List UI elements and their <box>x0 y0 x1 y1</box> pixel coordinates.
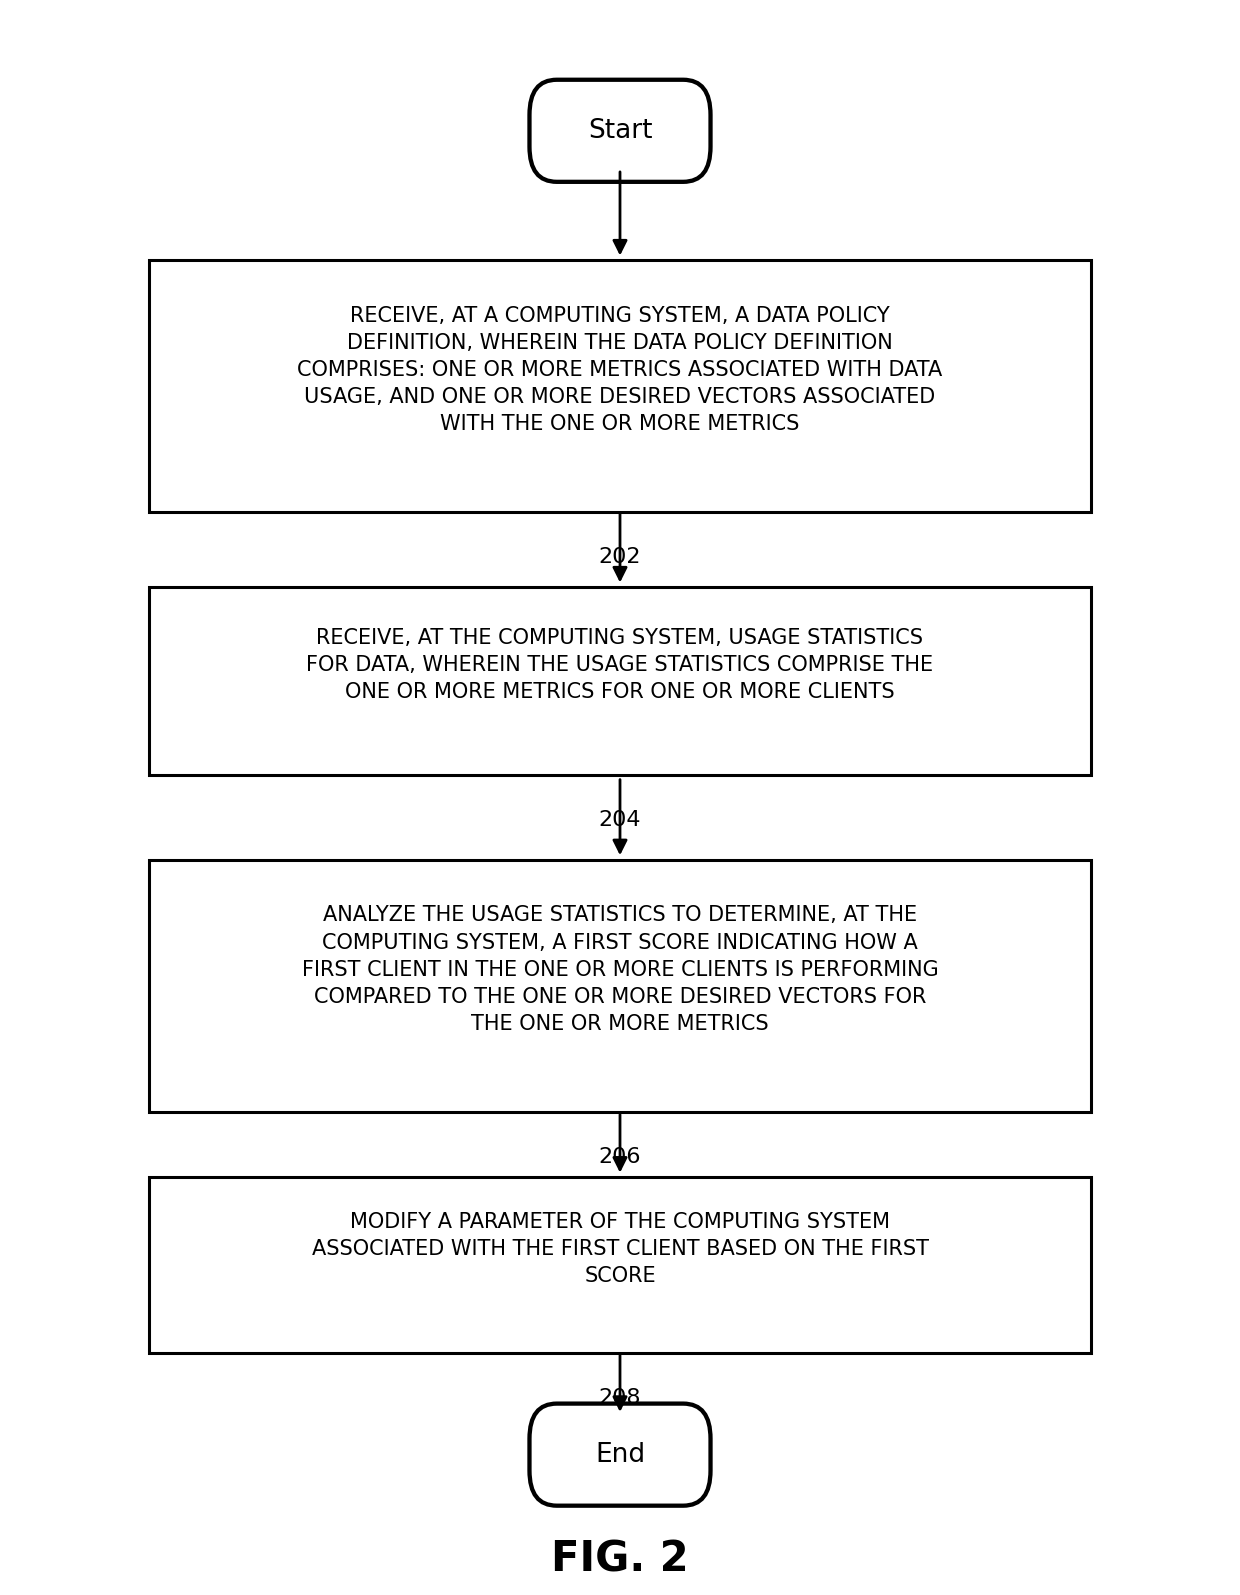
Text: 202: 202 <box>599 547 641 568</box>
Text: MODIFY A PARAMETER OF THE COMPUTING SYSTEM
ASSOCIATED WITH THE FIRST CLIENT BASE: MODIFY A PARAMETER OF THE COMPUTING SYST… <box>311 1212 929 1286</box>
FancyBboxPatch shape <box>149 587 1091 775</box>
Text: RECEIVE, AT A COMPUTING SYSTEM, A DATA POLICY
DEFINITION, WHEREIN THE DATA POLIC: RECEIVE, AT A COMPUTING SYSTEM, A DATA P… <box>298 306 942 434</box>
FancyBboxPatch shape <box>529 1404 711 1506</box>
Text: 204: 204 <box>599 810 641 831</box>
Text: 208: 208 <box>599 1388 641 1408</box>
FancyBboxPatch shape <box>149 1177 1091 1353</box>
FancyBboxPatch shape <box>529 80 711 182</box>
Text: Start: Start <box>588 118 652 144</box>
FancyBboxPatch shape <box>149 260 1091 512</box>
Text: 206: 206 <box>599 1147 641 1168</box>
Text: RECEIVE, AT THE COMPUTING SYSTEM, USAGE STATISTICS
FOR DATA, WHEREIN THE USAGE S: RECEIVE, AT THE COMPUTING SYSTEM, USAGE … <box>306 628 934 702</box>
Text: End: End <box>595 1442 645 1467</box>
Text: FIG. 2: FIG. 2 <box>552 1539 688 1581</box>
FancyBboxPatch shape <box>149 860 1091 1112</box>
Text: ANALYZE THE USAGE STATISTICS TO DETERMINE, AT THE
COMPUTING SYSTEM, A FIRST SCOR: ANALYZE THE USAGE STATISTICS TO DETERMIN… <box>301 906 939 1034</box>
